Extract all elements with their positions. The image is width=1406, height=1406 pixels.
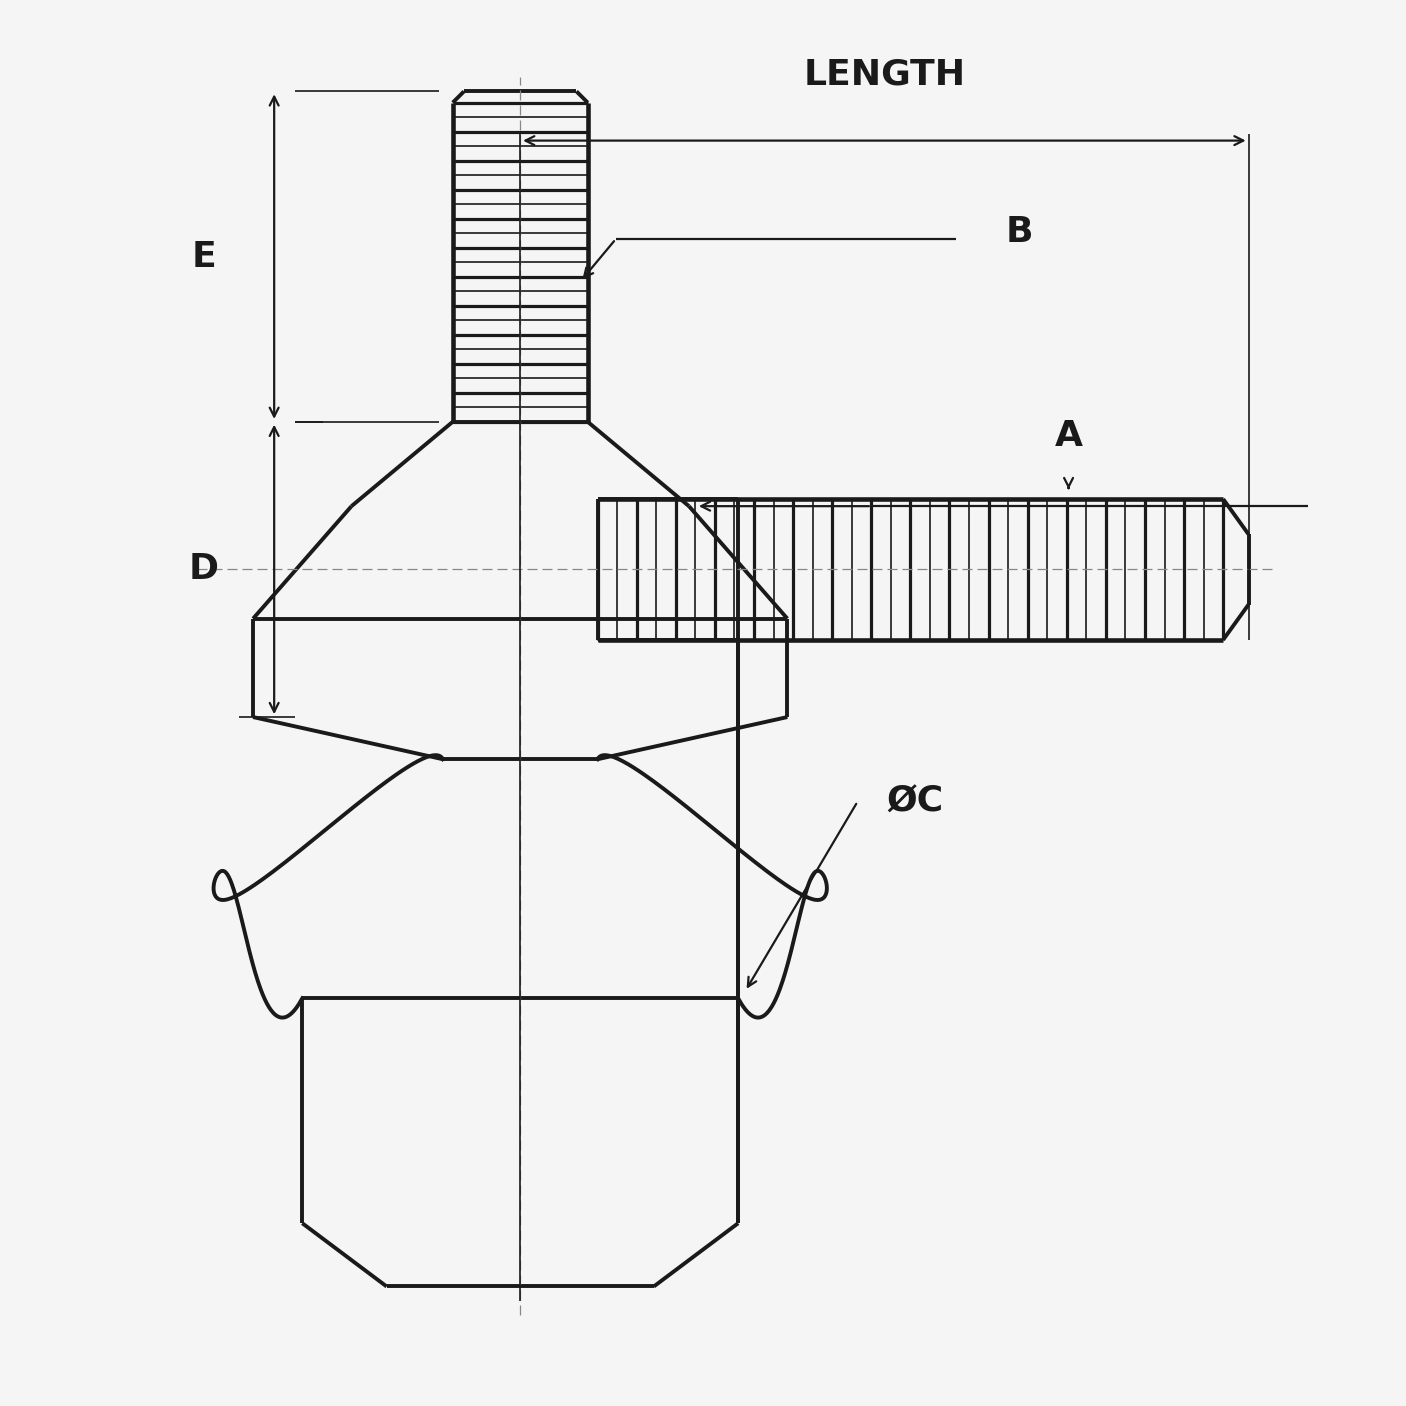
Text: B: B	[1005, 215, 1033, 249]
Text: LENGTH: LENGTH	[803, 58, 966, 91]
Text: D: D	[188, 553, 219, 586]
Text: ØC: ØC	[886, 785, 943, 818]
Text: A: A	[1054, 419, 1083, 453]
Text: E: E	[191, 239, 217, 274]
